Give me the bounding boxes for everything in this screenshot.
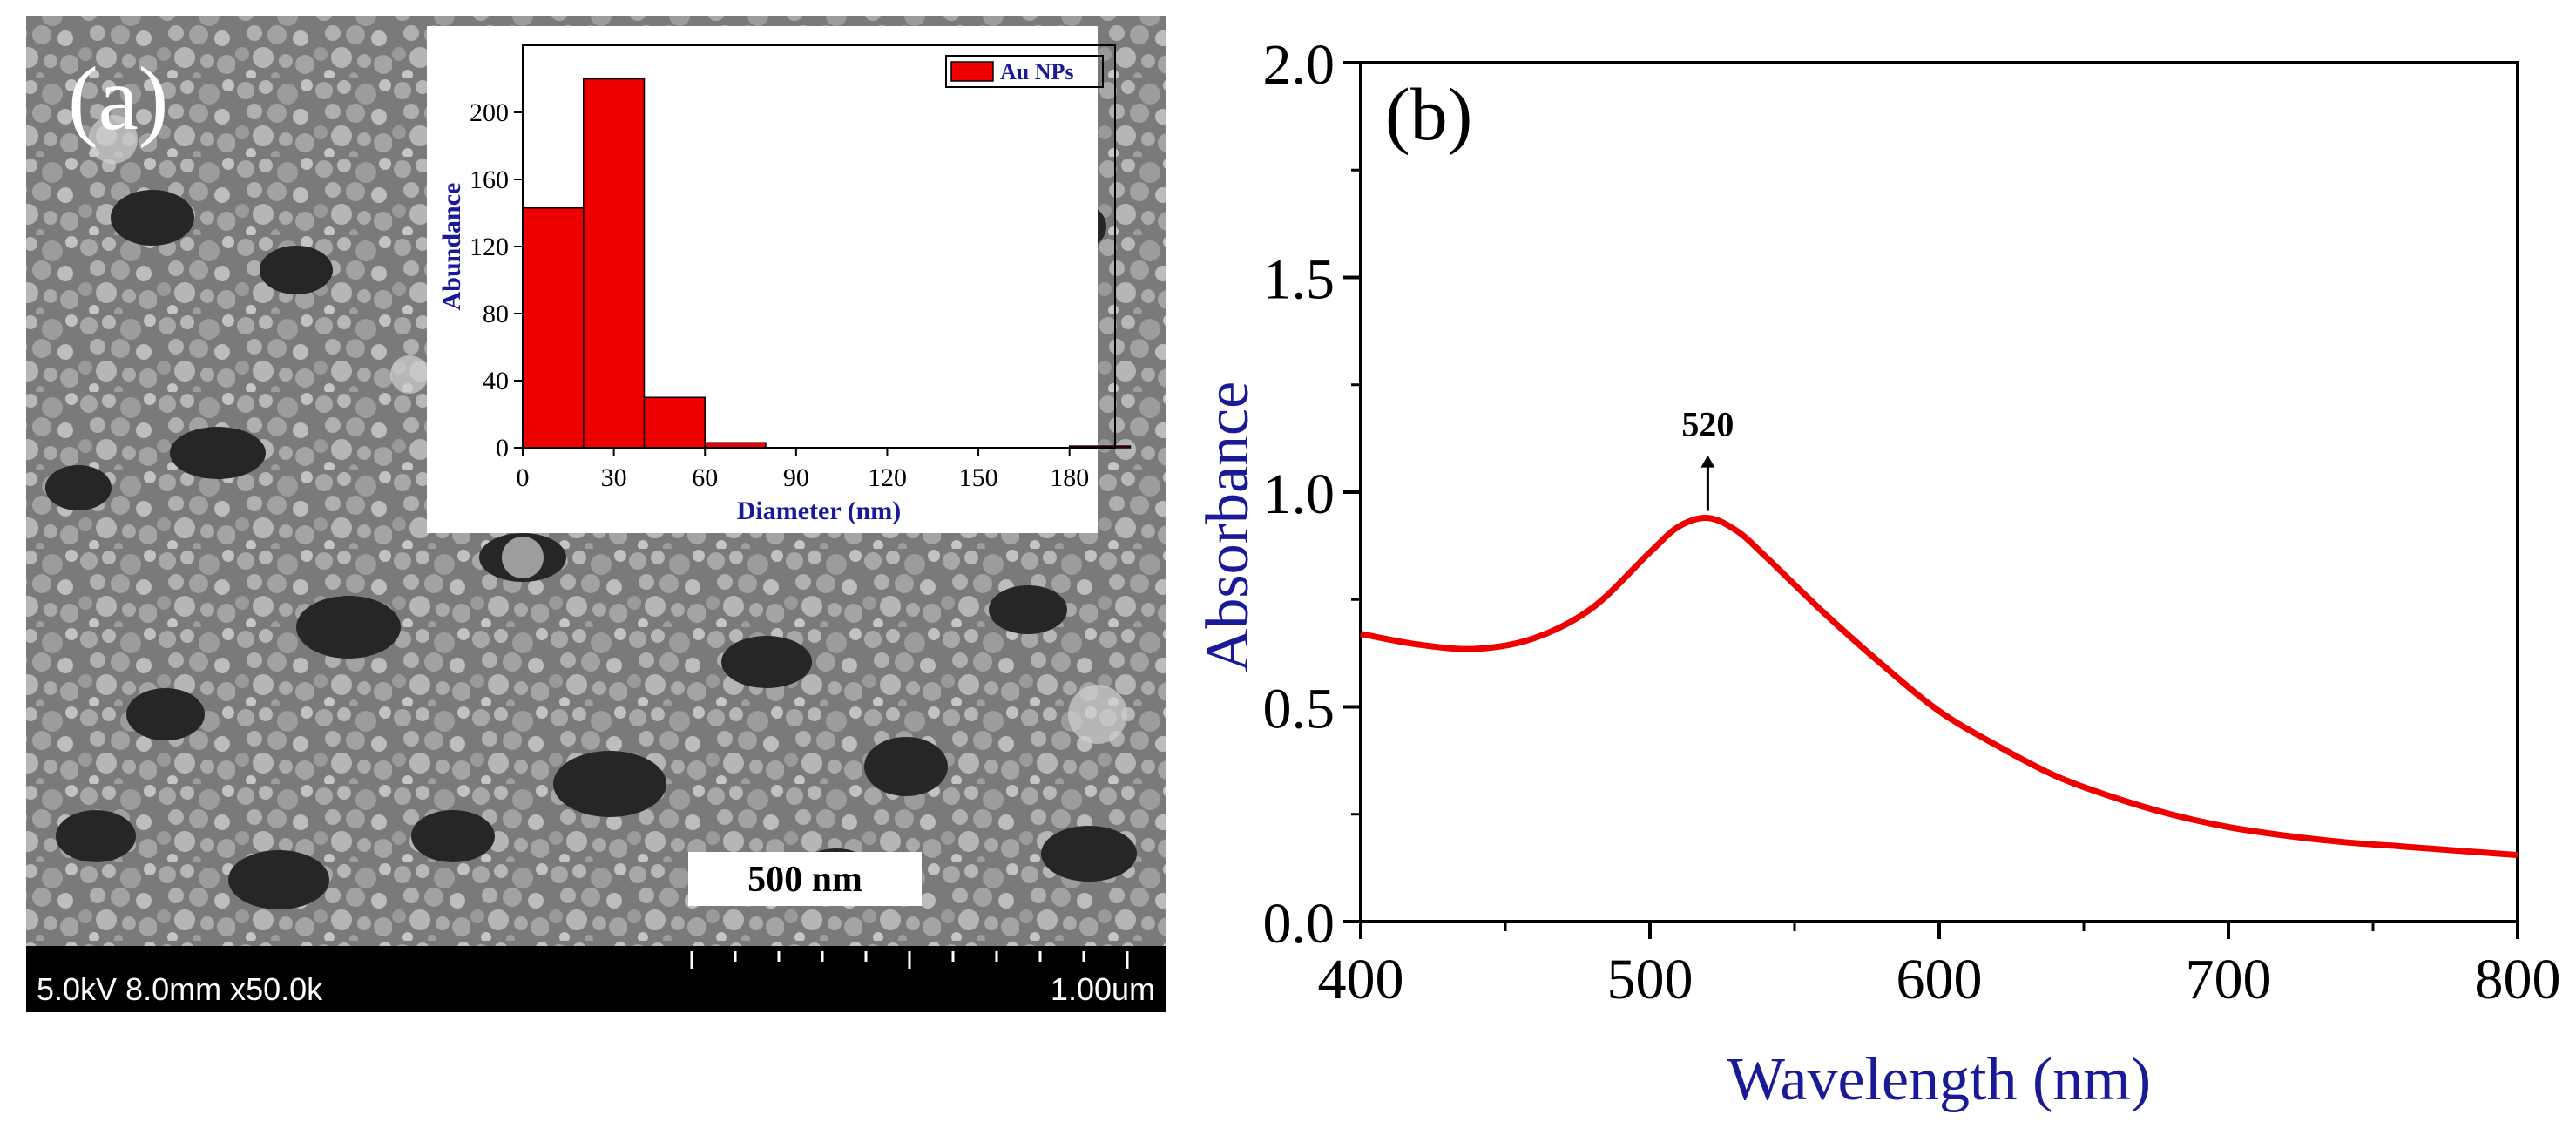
- histogram-x-tick-label: 150: [959, 463, 998, 492]
- histogram-x-ticks: 0 30 60 90 120 150 180: [517, 448, 1089, 492]
- histogram-x-tick-label: 0: [517, 463, 530, 492]
- histogram-x-tick-label: 120: [868, 463, 907, 492]
- absorbance-y-ticks: 0.0 0.5 1.0 1.5 2.0: [1263, 33, 1361, 956]
- histogram-bar: [582, 78, 646, 449]
- histogram-x-tick-label: 90: [783, 463, 809, 492]
- legend-swatch: [950, 61, 994, 82]
- histogram-x-tick-label: 60: [692, 463, 718, 492]
- histogram-x-axis-label: Diameter (nm): [737, 497, 902, 525]
- absorbance-frame: [1359, 61, 2519, 923]
- histogram-y-axis-label: Abundance: [437, 183, 466, 311]
- histogram-legend: Au NPs: [945, 55, 1104, 88]
- absorbance-y-tick-label: 2.0: [1263, 33, 1335, 97]
- absorbance-curve: [1360, 515, 2519, 859]
- sem-info-bar: [26, 946, 1166, 1012]
- absorbance-y-tick-label: 0.5: [1263, 678, 1335, 741]
- histogram-bar: [522, 206, 585, 449]
- histogram-y-tick-label: 120: [470, 233, 509, 261]
- panel-b-label: (b): [1385, 72, 1472, 156]
- absorbance-y-tick-label: 1.5: [1263, 248, 1335, 312]
- histogram-y-tick-label: 0: [496, 434, 509, 463]
- legend-label: Au NPs: [1000, 59, 1074, 84]
- histogram-y-tick-label: 160: [470, 166, 509, 194]
- absorbance-x-ticks: 400 500 600 700 800: [1318, 922, 2561, 1011]
- absorbance-x-tick-label: 700: [2186, 948, 2272, 1011]
- absorbance-x-tick-label: 500: [1607, 948, 1694, 1011]
- absorbance-chart: 400 500 600 700 800 0.0 0.5 1.0 1.5 2.0 520 Wave…: [1194, 33, 2561, 1113]
- histogram-x-tick-label: 30: [601, 463, 627, 492]
- peak-label: 520: [1681, 405, 1734, 444]
- sem-info-ticks: [690, 951, 1129, 969]
- histogram-y-tick-label: 40: [483, 367, 509, 395]
- histogram-y-ticks: 0 40 80 120 160 200: [470, 98, 523, 463]
- scale-bar-box: [688, 852, 922, 906]
- sem-info-right: 1.00um: [1051, 971, 1155, 1007]
- absorbance-y-tick-label: 1.0: [1263, 463, 1335, 526]
- histogram-y-tick-label: 80: [483, 300, 509, 328]
- absorbance-x-tick-label: 600: [1897, 948, 1983, 1011]
- histogram-bars: [522, 78, 1132, 449]
- histogram-chart: 0 30 60 90 120 150 180 0 40 80 120 160 200 Diameter…: [437, 44, 1132, 525]
- peak-annotation: 520: [1681, 405, 1734, 511]
- legend-box: [945, 55, 1104, 88]
- absorbance-y-axis-label: Absorbance: [1194, 382, 1261, 672]
- absorbance-y-tick-label: 0.0: [1263, 892, 1335, 956]
- absorbance-x-tick-label: 800: [2475, 948, 2561, 1011]
- absorbance-x-axis-label: Wavelength (nm): [1727, 1046, 2151, 1113]
- absorbance-x-tick-label: 400: [1318, 948, 1404, 1011]
- sem-info-left: 5.0kV 8.0mm x50.0k: [37, 971, 323, 1007]
- histogram-bar: [643, 396, 706, 449]
- histogram-y-tick-label: 200: [470, 98, 509, 127]
- panel-a-label: (a): [68, 49, 168, 149]
- histogram-x-tick-label: 180: [1050, 463, 1089, 492]
- peak-arrow-head: [1700, 455, 1715, 468]
- scale-bar-label: 500 nm: [747, 860, 862, 900]
